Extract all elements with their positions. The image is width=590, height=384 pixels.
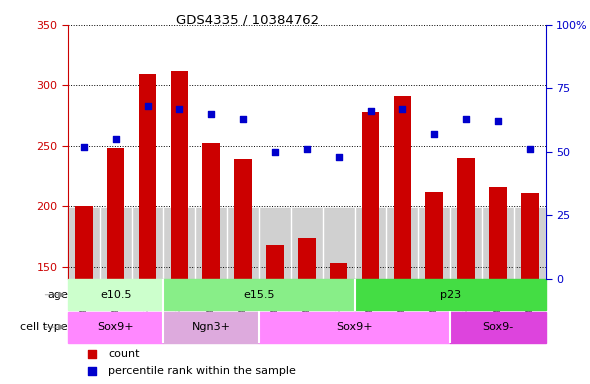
Point [493,118,503,124]
Bar [163,311,259,343]
Bar [68,208,546,279]
Bar [355,279,546,310]
Bar [489,187,507,279]
Text: e10.5: e10.5 [100,290,132,300]
Bar [68,279,163,310]
Text: Sox9+: Sox9+ [336,322,373,332]
Text: cell type: cell type [20,322,68,332]
Point [398,106,407,112]
Point [206,111,216,117]
Bar [266,245,284,279]
Point [525,146,535,152]
Point [111,136,120,142]
Bar [259,311,450,343]
Bar [362,112,379,279]
Point [175,106,184,112]
Bar [450,311,546,343]
Bar [234,159,252,279]
Text: count: count [109,349,140,359]
Bar [68,311,163,343]
Bar [107,148,124,279]
Point [143,103,152,109]
Point [87,368,97,374]
Bar [330,263,348,279]
Point [430,131,439,137]
Text: GDS4335 / 10384762: GDS4335 / 10384762 [176,13,319,26]
Point [461,116,471,122]
Bar [163,279,355,310]
Text: age: age [47,290,68,300]
Bar [171,71,188,279]
Bar [425,192,443,279]
Text: p23: p23 [440,290,461,300]
Text: Sox9+: Sox9+ [97,322,134,332]
Bar [457,158,475,279]
Point [302,146,312,152]
Bar [139,74,156,279]
Text: e15.5: e15.5 [243,290,275,300]
Bar [298,238,316,279]
Text: Ngn3+: Ngn3+ [192,322,231,332]
Text: percentile rank within the sample: percentile rank within the sample [109,366,296,376]
Bar [75,206,93,279]
Point [366,108,375,114]
Point [238,116,248,122]
Text: Sox9-: Sox9- [483,322,513,332]
Point [87,351,97,357]
Bar [394,96,411,279]
Bar [202,143,220,279]
Point [270,149,280,155]
Bar [521,193,539,279]
Point [334,154,343,160]
Point [79,144,88,150]
